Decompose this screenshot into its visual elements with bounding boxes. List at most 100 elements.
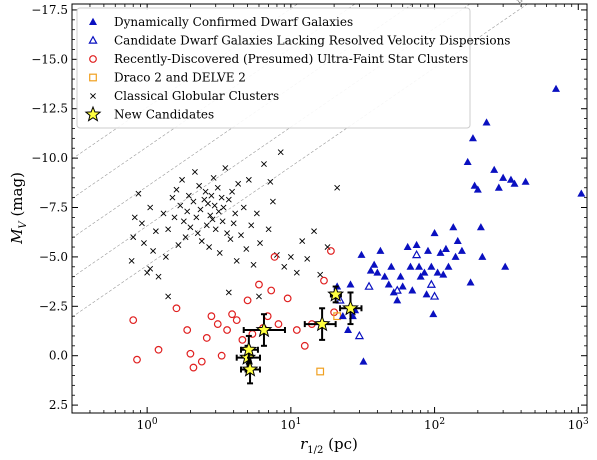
globular-point: [182, 234, 189, 241]
globular-point: [257, 240, 263, 246]
new-candidate-star: [313, 315, 331, 332]
dwarf-point: [457, 246, 466, 254]
y-axis-label-sub: V: [18, 220, 29, 229]
new-candidate-star: [240, 340, 258, 357]
legend-label: Dynamically Confirmed Dwarf Galaxies: [114, 15, 353, 29]
dwarf-point: [359, 357, 368, 365]
x-tick-label: 101: [280, 417, 301, 432]
dwarf-point: [412, 240, 421, 248]
cluster-point: [255, 280, 263, 289]
globular-point: [128, 257, 135, 264]
x-axis-label-main: r: [300, 435, 308, 453]
dwarf-point: [501, 262, 510, 270]
globular-point: [135, 190, 142, 197]
globular-point: [216, 250, 223, 256]
dwarf-point: [510, 179, 519, 187]
dwarf-point: [422, 290, 431, 298]
globular-point: [214, 184, 221, 191]
y-tick-label: 2.5: [49, 398, 68, 412]
cluster-point: [232, 316, 241, 325]
globular-point: [311, 228, 317, 235]
globular-point: [180, 218, 187, 225]
dwarf-point: [344, 325, 353, 333]
globular-point: [193, 214, 200, 221]
globular-point: [165, 293, 172, 300]
axis-ticks: 100 101 102 103 −17.5 −15.0 −12.5 −10.0 −7.5 −5.0…: [31, 3, 589, 432]
data-marks: [128, 84, 586, 385]
dwarf-point: [366, 266, 375, 274]
globular-point: [215, 208, 222, 215]
globular-point: [205, 200, 211, 207]
globular-point: [238, 232, 244, 239]
cluster-point: [267, 286, 276, 295]
cluster-point: [217, 351, 226, 360]
dwarf-point: [427, 262, 436, 270]
dwarf-point: [506, 175, 515, 183]
globular-point: [243, 246, 250, 252]
candidate-point: [429, 291, 440, 300]
globular-point: [269, 198, 276, 205]
series-draco: [316, 312, 342, 376]
svg-text:r1/2 (pc): r1/2 (pc): [300, 435, 358, 456]
globular-point: [248, 222, 255, 229]
dwarf-point: [396, 272, 405, 280]
globular-point: [198, 238, 205, 245]
candidate-point: [354, 330, 365, 340]
dwarf-point: [403, 242, 412, 250]
dwarf-point: [416, 272, 425, 280]
dwarf-point: [406, 262, 415, 270]
legend: Dynamically Confirmed Dwarf Galaxies Cand…: [76, 7, 510, 129]
candidate-point: [426, 279, 436, 288]
globular-point: [203, 222, 210, 229]
globular-point: [277, 149, 284, 156]
dwarf-point: [357, 250, 366, 258]
legend-label: Classical Globular Clusters: [114, 89, 279, 103]
cluster-point: [228, 310, 236, 319]
dwarf-point: [521, 177, 530, 185]
legend-box: [76, 7, 471, 129]
globular-point: [256, 293, 262, 300]
globular-point: [227, 236, 234, 243]
globular-point: [209, 216, 216, 223]
globular-point: [224, 230, 231, 237]
dwarf-point: [376, 246, 385, 254]
globular-point: [202, 188, 209, 195]
globular-point: [287, 253, 294, 260]
globular-point: [177, 202, 184, 209]
cluster-point: [223, 326, 231, 334]
globular-point: [281, 263, 288, 270]
dwarf-point: [338, 311, 347, 320]
y-tick-label: −17.5: [31, 3, 68, 17]
dwarf-point: [373, 268, 382, 276]
new-candidate-star: [342, 299, 359, 316]
globular-point: [225, 196, 232, 203]
globular-point: [190, 198, 197, 205]
globular-point: [207, 212, 214, 219]
globular-point: [179, 176, 185, 183]
x-axis-label: r1/2 (pc): [300, 435, 358, 456]
x-tick-label: 103: [568, 417, 589, 432]
dwarf-point: [494, 183, 503, 191]
globular-point: [245, 176, 252, 183]
dwarf-point: [387, 262, 396, 270]
series-cluster: [129, 247, 339, 372]
globular-point: [152, 228, 159, 235]
globular-point: [184, 208, 191, 215]
dwarf-point: [499, 173, 508, 181]
cluster-point: [186, 349, 195, 358]
legend-entry-cluster: Recently-Discovered (Presumed) Ultra-Fai…: [89, 52, 468, 66]
globular-point: [141, 240, 147, 246]
globular-point: [175, 242, 182, 248]
globular-point: [218, 194, 225, 201]
cluster-point: [197, 357, 206, 366]
dwarf-point: [441, 244, 450, 252]
dwarf-point: [453, 236, 462, 245]
dwarf-point: [433, 268, 442, 276]
dwarf-point: [346, 280, 355, 288]
globular-point: [147, 265, 154, 272]
cluster-point: [213, 320, 222, 328]
globular-point: [317, 271, 324, 278]
y-tick-label: 0.0: [49, 349, 68, 363]
cluster-point: [300, 341, 309, 350]
cluster-point: [154, 345, 163, 354]
